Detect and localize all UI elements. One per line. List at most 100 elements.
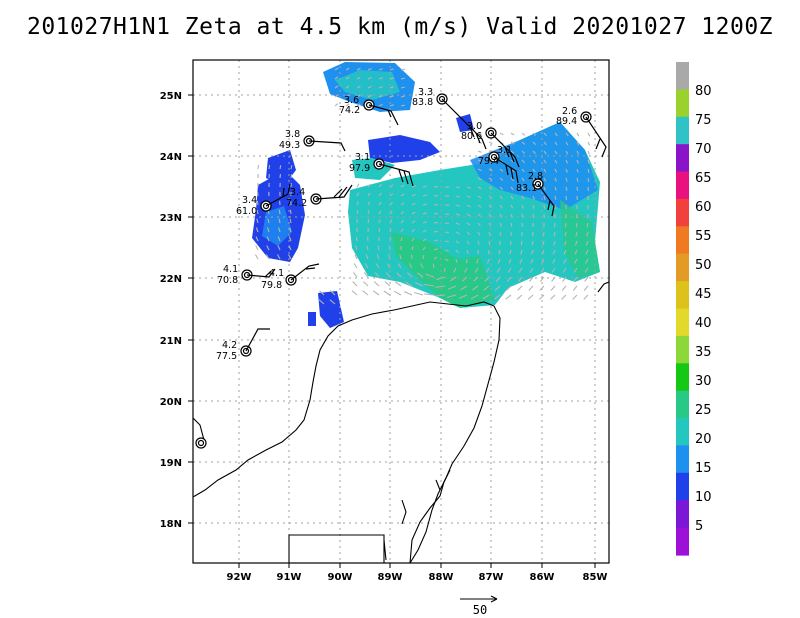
wind-vector [565,168,568,173]
wind-vector [278,227,281,233]
wind-vector [574,249,578,255]
colorbar-label: 50 [695,258,712,273]
wind-vector [455,204,460,207]
wind-vector [378,192,382,197]
wind-vector [576,159,579,164]
wind-vector [425,273,435,278]
wind-vector [345,103,350,107]
wind-vector [404,291,413,296]
wind-vector [319,290,325,296]
wind-vector [378,77,383,80]
station-9: 3.4 74.2 [286,184,353,209]
wind-vector [565,159,569,164]
wind-vector [433,221,438,224]
wind-vector [499,231,502,236]
wind-vector [499,204,503,209]
shade-region-core-east [448,256,495,306]
wind-vector [466,231,471,235]
wind-vector [389,104,394,107]
station-12-dir: 79.8 [261,280,282,291]
wind-vector [356,94,361,98]
wind-vector [585,240,589,246]
wind-vector [543,159,547,164]
wind-vector [377,245,380,251]
wind-vector [493,294,501,300]
wind-vector [422,229,427,233]
wind-vector [400,237,403,242]
colorbar-label: 15 [695,461,712,476]
wind-vector [356,67,361,71]
wind-vector [279,174,282,179]
wind-vector [477,177,482,181]
wind-vector [444,240,450,243]
wind-vector [444,231,449,234]
wind-vector [389,237,392,242]
wind-vector [255,245,259,251]
map-frame [192,59,610,564]
station-3-speed: 2.6 [562,106,577,117]
wind-vector [455,213,460,216]
wind-vector [386,263,391,269]
wind-vector [531,240,534,246]
wind-vector [554,141,558,146]
wind-vector [400,77,406,80]
wind-vector [517,285,523,291]
wind-vector [394,281,402,287]
wind-vector-field [254,67,591,305]
wind-vector [510,222,513,227]
wind-vector [576,186,579,191]
wind-vector [356,192,360,197]
station-11-dir: 70.8 [217,275,238,286]
wind-vector [420,263,424,269]
wind-vector [506,285,512,291]
station-13-speed: 4.2 [222,340,237,351]
wind-vector [574,240,578,246]
wind-vector [389,77,394,80]
wind-vector [400,104,405,107]
wind-vector [411,211,416,215]
colorbar-label: 30 [695,374,712,389]
colorbar-swatch [676,281,689,310]
wind-vector [416,272,424,278]
wind-vector [355,245,358,251]
wind-vector [414,291,424,296]
wind-vector [510,141,515,145]
colorbar-swatch [676,226,689,255]
wind-vector [356,210,359,215]
wind-vector [554,177,557,182]
wind-vector [389,86,394,89]
wind-vector [521,195,525,200]
wind-vector [466,249,469,254]
wind-vector [554,186,557,191]
wind-vector [256,209,259,215]
wind-vector [334,76,339,80]
wind-vector [488,222,492,227]
wind-vector [411,237,415,242]
wind-vector [488,177,493,181]
lon-label: 86W [530,572,555,583]
wind-vector [488,231,491,236]
wind-vector [583,285,589,291]
shade-region-north-core [335,70,400,100]
wind-vector [562,267,567,273]
wind-vector [405,281,413,287]
wind-vector [400,211,405,215]
wind-vector [517,276,523,282]
wind-vector [484,276,490,282]
wind-vector [554,195,557,200]
wind-vector [365,254,369,260]
wind-vector [363,272,369,278]
wind-vector [521,204,524,209]
wind-vector [455,186,461,189]
shade-region-east-edge [560,200,600,278]
wind-vector [587,168,590,173]
wind-vector [400,228,404,233]
wind-vector [433,256,438,260]
scale-arrow: 50 [460,595,498,617]
wind-vector [345,76,350,80]
wind-vector [576,132,580,137]
shade-region-west-cyan [262,206,292,246]
wind-vector [378,183,382,188]
colorbar-label: 55 [695,229,712,244]
colorbar-label: 35 [695,345,712,360]
